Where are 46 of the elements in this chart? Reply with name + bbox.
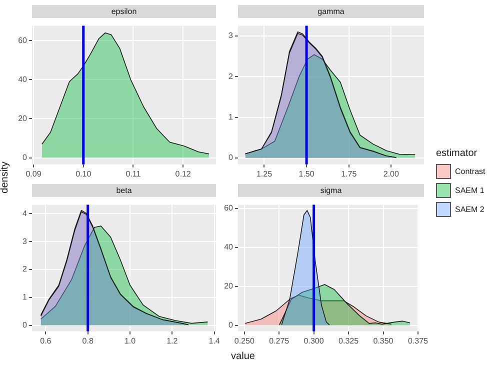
x-tick-label: 0.375 [408, 336, 429, 346]
chart-title: epsilon [32, 5, 216, 18]
legend-label: Contrast [455, 167, 486, 176]
x-tick-label: 2.00 [383, 169, 400, 178]
y-tick-label: 2 [22, 264, 28, 274]
y-tick-label: 1 [22, 292, 28, 302]
y-tick-label: 0 [228, 153, 234, 162]
legend-title: estimator [436, 148, 478, 159]
y-tick-label: 40 [18, 74, 28, 84]
legend-label: SAEM 1 [455, 186, 484, 195]
y-tick-label: 40 [224, 242, 234, 252]
y-tick-label: 0 [22, 320, 28, 330]
x-tick-label: 0.300 [304, 336, 324, 346]
x-tick-label: 0.350 [373, 336, 394, 346]
y-tick-label: 60 [18, 36, 28, 45]
x-tick-label: 0.09 [26, 169, 42, 178]
y-tick-label: 3 [228, 31, 234, 40]
x-tick-label: 0.275 [269, 336, 290, 346]
x-tick-label: 1.0 [124, 336, 136, 346]
legend-label: SAEM 2 [455, 205, 484, 214]
x-tick-label: 0.325 [338, 336, 360, 346]
x-tick-label: 0.250 [234, 336, 255, 346]
x-tick-label: 0.12 [175, 169, 192, 178]
x-tick-label: 0.11 [126, 169, 142, 178]
chart-title: sigma [238, 184, 424, 197]
y-tick-label: 1 [228, 112, 234, 122]
x-axis-title: value [230, 351, 256, 362]
x-tick-label: 1.4 [208, 336, 220, 346]
x-tick-label: 1.25 [256, 169, 273, 178]
x-tick-label: 0.10 [76, 169, 92, 178]
y-tick-label: 2 [228, 72, 234, 81]
y-axis-title: density [0, 160, 10, 196]
x-tick-label: 1.50 [298, 169, 315, 178]
x-tick-label: 0.6 [40, 336, 52, 346]
y-tick-label: 0 [22, 152, 28, 162]
x-tick-label: 1.75 [341, 169, 358, 178]
y-tick-label: 0 [228, 320, 234, 330]
chart-title: gamma [238, 5, 424, 18]
chart-title: beta [32, 184, 216, 197]
y-tick-label: 20 [224, 282, 234, 291]
y-tick-label: 4 [22, 208, 28, 218]
y-tick-label: 20 [18, 114, 28, 123]
x-tick-label: 1.2 [166, 336, 178, 346]
y-tick-label: 60 [224, 204, 234, 213]
y-tick-label: 3 [22, 236, 28, 246]
x-tick-label: 0.8 [82, 336, 94, 346]
